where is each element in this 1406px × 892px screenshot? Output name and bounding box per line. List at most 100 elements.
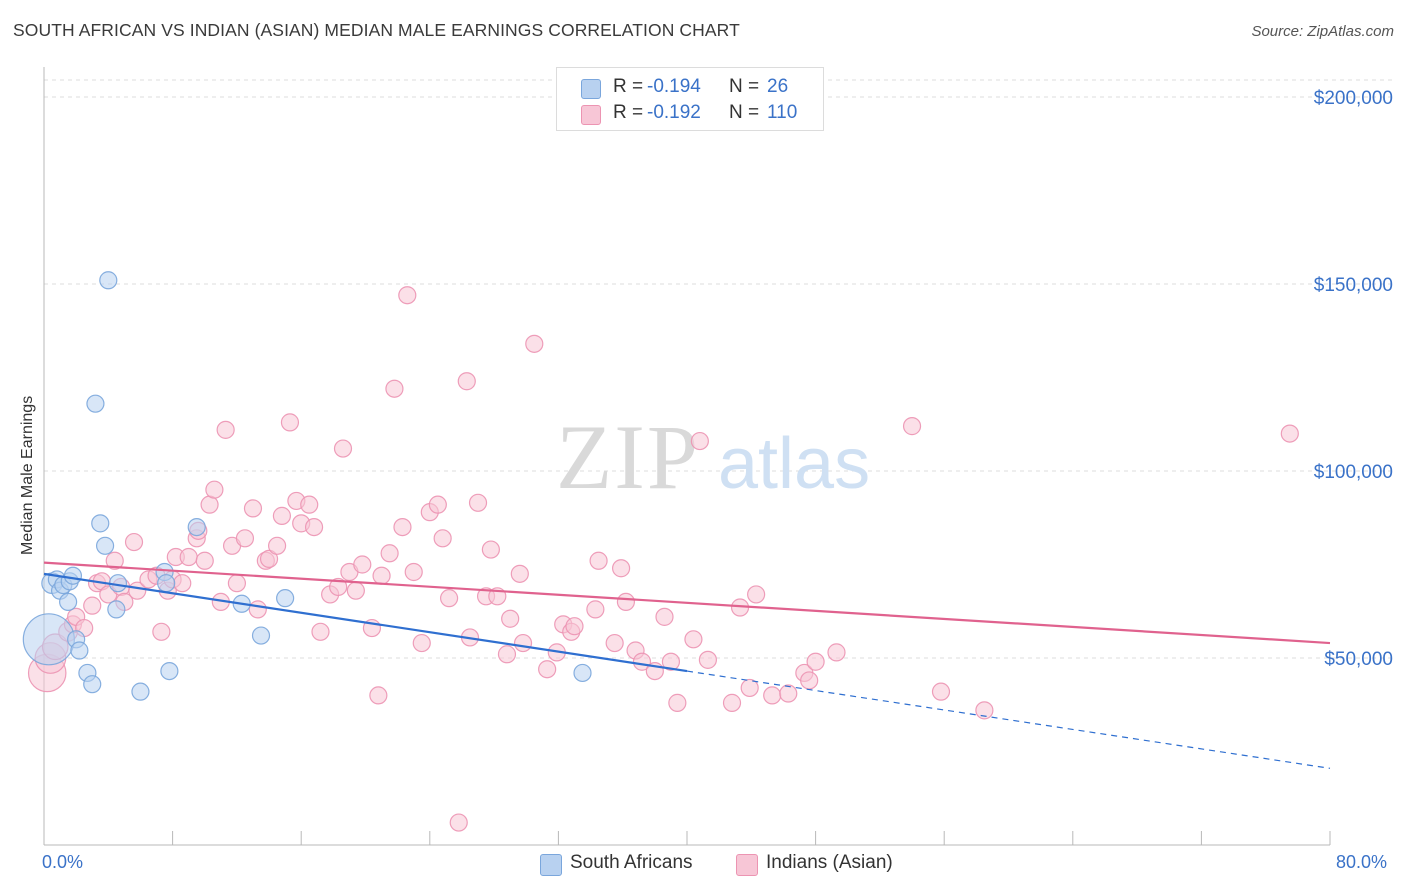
r-label: R = (613, 76, 644, 97)
south-africans-point-16 (107, 600, 126, 619)
indians-asian-point-57 (393, 517, 412, 537)
south-africans-point-13 (91, 514, 110, 533)
y-tick-label-0: $50,000 (1324, 649, 1393, 670)
indians-asian-point-33 (235, 529, 255, 548)
watermark-zip: ZIP (556, 406, 700, 508)
indians-asian-point-82 (586, 600, 605, 619)
chart-title: SOUTH AFRICAN VS INDIAN (ASIAN) MEDIAN M… (13, 20, 740, 40)
trend-lines (43, 561, 1331, 769)
indians-asian-point-75 (513, 633, 533, 653)
indians-asian-point-14 (124, 532, 144, 552)
indians-asian-point-44 (304, 517, 324, 537)
indians-asian-point-47 (329, 577, 348, 597)
indians-asian-point-32 (227, 574, 246, 593)
x-tick-min: 0.0% (42, 852, 84, 872)
r-value: -0.194 (647, 76, 701, 97)
indians-asian-point-59 (404, 562, 423, 582)
series-legend: South Africans Indians (Asian) (0, 852, 1406, 878)
y-tick-label-2: $150,000 (1314, 275, 1393, 296)
indians-asian-point-7 (83, 596, 102, 615)
indians-asian-point-50 (346, 581, 365, 600)
south-africans-point-11 (83, 675, 102, 694)
indians-asian-point-99 (747, 585, 766, 604)
indians-asian-point-58 (398, 286, 417, 305)
indians-asian-point-104 (806, 652, 825, 671)
indians-asian-point-103 (800, 671, 819, 690)
axes (43, 67, 1331, 846)
indians-asian-point-34 (243, 499, 263, 518)
indians-asian-point-81 (565, 617, 584, 636)
trend-south-africans (43, 572, 688, 673)
swatch-indians-asian (581, 105, 601, 125)
indians-asian-point-30 (216, 420, 235, 439)
indians-asian-point-74 (510, 564, 529, 583)
series-south-africans (22, 271, 592, 701)
gridlines (44, 79, 1393, 659)
indians-asian-point-35 (248, 600, 267, 619)
watermark: ZIP atlas (556, 406, 870, 508)
r-label: R = (613, 102, 644, 123)
indians-asian-point-22 (173, 574, 192, 593)
y-tick-label-1: $100,000 (1314, 462, 1393, 483)
indians-asian-point-86 (616, 592, 636, 612)
indians-asian-point-56 (385, 379, 404, 398)
indians-asian-point-51 (353, 555, 372, 574)
south-africans-point-12 (86, 394, 105, 413)
watermark-atlas: atlas (718, 424, 870, 504)
indians-asian-point-53 (369, 686, 388, 705)
y-tick-labels: $50,000 $100,000 $150,000 $200,000 (1314, 88, 1393, 670)
indians-asian-point-95 (698, 650, 717, 669)
indians-asian-point-68 (468, 493, 488, 512)
indians-asian-point-96 (722, 693, 742, 712)
y-tick-label-3: $200,000 (1314, 88, 1393, 109)
south-africans-point-22 (187, 517, 206, 537)
indians-asian-point-18 (152, 622, 171, 641)
indians-asian-point-26 (195, 551, 214, 570)
indians-asian-point-11 (105, 551, 124, 570)
indians-asian-point-23 (179, 547, 198, 567)
south-africans-point-5 (59, 592, 78, 612)
indians-asian-point-107 (931, 682, 951, 701)
indians-asian-point-83 (589, 551, 608, 570)
indians-asian-point-40 (280, 413, 300, 432)
indians-asian-point-91 (661, 652, 681, 671)
indians-asian-point-73 (501, 609, 520, 628)
south-africans-point-15 (99, 271, 118, 290)
indians-asian-point-55 (380, 544, 399, 563)
n-label: N = (729, 102, 760, 123)
legend-swatch-indians-asian (736, 854, 758, 876)
trend-indians-asian (43, 561, 1331, 645)
indians-asian-point-106 (902, 417, 922, 436)
indians-asian-point-72 (497, 645, 517, 664)
indians-asian-point-94 (690, 431, 709, 451)
indians-asian-point-45 (311, 622, 330, 641)
indians-asian-point-64 (439, 589, 459, 608)
indians-asian-point-100 (763, 686, 782, 705)
indians-asian-point-60 (412, 633, 431, 653)
indians-asian-point-105 (827, 643, 846, 662)
south-africans-point-9 (70, 641, 89, 660)
south-africans-point-18 (131, 682, 150, 701)
indians-asian-point-76 (525, 334, 544, 353)
n-value: 26 (767, 76, 789, 97)
south-africans-point-7 (63, 566, 83, 585)
indians-asian-point-77 (538, 660, 557, 679)
south-africans-point-20 (157, 574, 176, 593)
indians-asian-point-43 (300, 495, 319, 514)
indians-asian-point-98 (740, 678, 759, 698)
south-africans-point-26 (573, 663, 592, 683)
indians-asian-point-37 (259, 549, 279, 568)
indians-asian-point-63 (433, 529, 452, 548)
indians-asian-point-70 (481, 540, 500, 559)
legend-label-south-africans: South Africans (570, 852, 693, 873)
n-value: 110 (767, 102, 798, 123)
trend-south-africans-extension (686, 670, 1331, 769)
stat-legend: R = -0.194 N = 26 R = -0.192 N = 110 (556, 67, 824, 131)
n-label: N = (729, 76, 760, 97)
indians-asian-point-65 (449, 813, 468, 832)
indians-asian-point-92 (668, 693, 687, 712)
south-africans-point-0 (22, 613, 75, 666)
south-africans-point-24 (251, 626, 271, 645)
indians-asian-point-93 (684, 630, 703, 649)
indians-asian-point-84 (605, 633, 624, 653)
